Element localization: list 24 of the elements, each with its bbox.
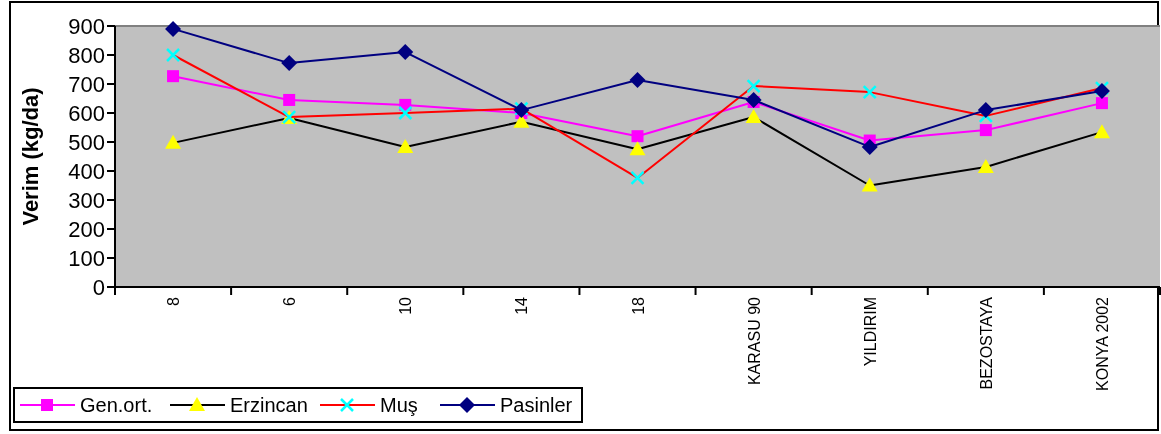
y-tick-label: 400 — [68, 158, 105, 184]
y-tick-label: 700 — [68, 71, 105, 97]
legend-label: Pasinler — [500, 394, 573, 416]
x-tick-label: 6 — [281, 296, 299, 306]
x-tick-label: KONYA 2002 — [1093, 296, 1111, 391]
x-tick-label: 14 — [513, 296, 531, 315]
y-tick-label: 500 — [68, 129, 105, 155]
x-tick-label: 10 — [397, 296, 415, 315]
x-tick-label: 8 — [165, 296, 183, 306]
y-tick-label: 100 — [68, 245, 105, 271]
y-tick-label: 900 — [68, 13, 105, 39]
y-axis-title: Verim (kg/da) — [18, 87, 43, 226]
y-tick-label: 0 — [92, 274, 105, 300]
y-tick-label: 800 — [68, 42, 105, 68]
x-tick-label: KARASU 90 — [745, 296, 763, 386]
legend-label: Erzincan — [230, 394, 308, 416]
y-tick-label: 600 — [68, 100, 105, 126]
legend-label: Gen.ort. — [80, 394, 153, 416]
x-tick-label: BEZOSTAYA — [977, 296, 995, 390]
y-tick-label: 300 — [68, 187, 105, 213]
x-tick-label: 18 — [629, 296, 647, 315]
x-tick-label: YILDIRIM — [861, 297, 879, 367]
legend-label: Muş — [380, 394, 418, 416]
y-tick-label: 200 — [68, 216, 105, 242]
